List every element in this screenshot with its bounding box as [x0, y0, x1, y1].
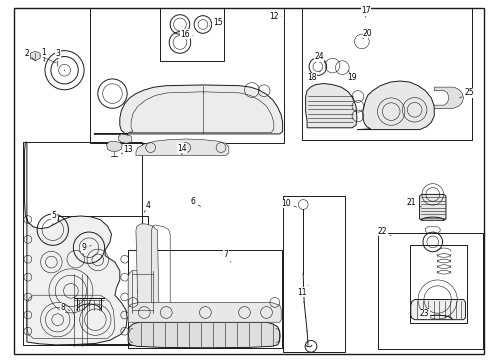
Text: 17: 17	[360, 6, 370, 17]
Text: 18: 18	[306, 71, 320, 82]
Text: 9: 9	[81, 243, 91, 252]
Text: 20: 20	[362, 29, 372, 39]
Bar	[377, 233, 482, 349]
Polygon shape	[30, 51, 40, 60]
Polygon shape	[305, 84, 356, 128]
Polygon shape	[356, 81, 433, 130]
Text: 12: 12	[268, 12, 281, 21]
Polygon shape	[128, 271, 156, 313]
Polygon shape	[128, 322, 279, 348]
Text: 16: 16	[180, 30, 193, 39]
Text: 2: 2	[24, 49, 36, 61]
Bar	[282, 196, 345, 352]
Bar	[160, 8, 224, 61]
Polygon shape	[118, 134, 132, 143]
Polygon shape	[136, 224, 159, 316]
Text: 25: 25	[459, 88, 473, 98]
Bar	[23, 142, 142, 345]
Polygon shape	[410, 300, 465, 320]
Text: 23: 23	[419, 307, 429, 318]
Polygon shape	[106, 141, 122, 151]
Text: 21: 21	[406, 198, 421, 207]
Polygon shape	[24, 142, 127, 345]
Text: 22: 22	[377, 227, 390, 236]
Text: 6: 6	[190, 197, 200, 207]
Text: 4: 4	[144, 201, 150, 212]
Text: 19: 19	[346, 70, 356, 82]
Text: 10: 10	[281, 199, 296, 208]
Text: 7: 7	[223, 250, 230, 262]
Polygon shape	[136, 139, 228, 156]
Bar	[58, 216, 148, 344]
Bar	[90, 8, 283, 143]
Bar	[302, 8, 471, 140]
Text: 13: 13	[121, 145, 133, 154]
Text: 8: 8	[60, 303, 70, 312]
Text: 15: 15	[209, 18, 222, 27]
Text: 24: 24	[313, 52, 325, 63]
Text: 3: 3	[55, 49, 60, 66]
Polygon shape	[433, 87, 463, 109]
Text: 1: 1	[41, 48, 46, 60]
Polygon shape	[128, 302, 281, 322]
Text: 11: 11	[297, 285, 307, 297]
Bar	[128, 250, 282, 348]
Polygon shape	[94, 85, 282, 134]
Polygon shape	[419, 194, 445, 220]
Text: 14: 14	[177, 144, 186, 155]
Bar	[409, 245, 467, 323]
Text: 5: 5	[51, 211, 56, 225]
